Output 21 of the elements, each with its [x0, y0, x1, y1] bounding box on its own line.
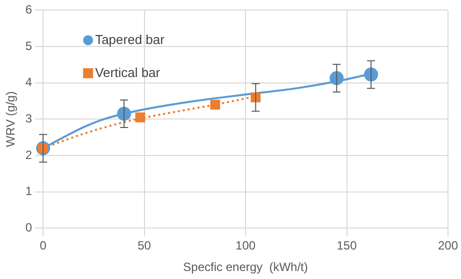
y-tick-label: 2: [25, 148, 32, 162]
legend-label: Tapered bar: [95, 32, 166, 47]
x-tick-label: 200: [438, 238, 458, 253]
y-tick-label: 5: [25, 38, 32, 53]
point: [364, 68, 378, 82]
x-tick-label: 100: [236, 238, 256, 253]
x-tick-label: 150: [336, 238, 358, 253]
legend-label: Vertical bar: [95, 64, 161, 80]
x-tick-label: 0: [40, 238, 47, 253]
point: [330, 71, 344, 86]
y-tick-label: 0: [25, 220, 32, 235]
point: [135, 112, 146, 122]
y-axis-title: WRV (g/g): [4, 91, 18, 148]
point: [210, 100, 220, 110]
y-tick-label: 3: [25, 112, 32, 126]
point: [117, 106, 132, 121]
y-tick-label: 1: [25, 184, 32, 198]
y-tick-label: 6: [25, 2, 32, 17]
x-axis-title: Specfic energy (kWh/t): [183, 260, 308, 274]
y-tick-label: 4: [25, 75, 32, 90]
x-tick-label: 50: [138, 238, 152, 253]
